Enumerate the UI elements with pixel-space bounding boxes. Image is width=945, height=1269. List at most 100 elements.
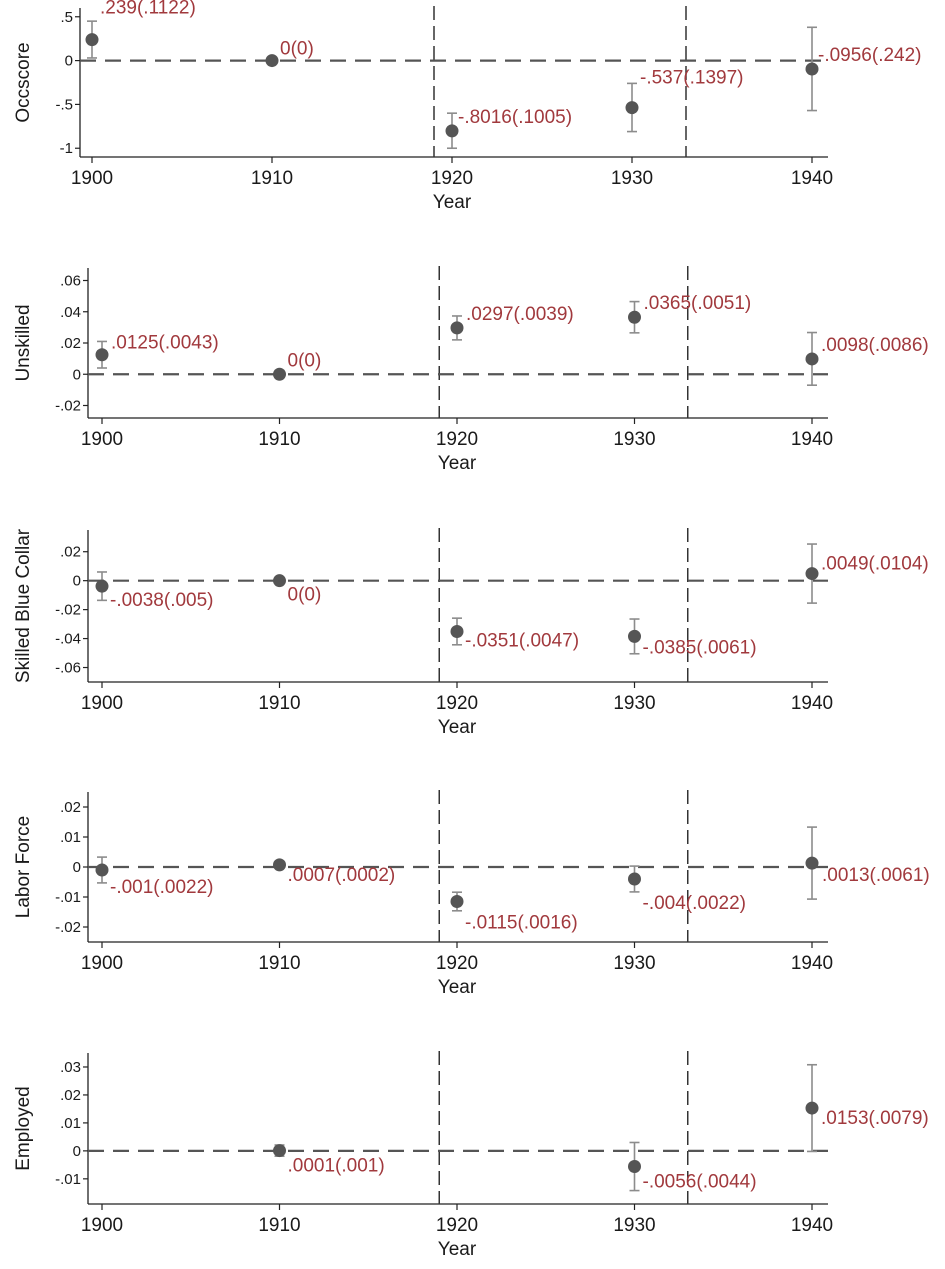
- y-tick-label: -.02: [55, 602, 81, 619]
- y-tick-label: .04: [60, 304, 81, 321]
- y-tick-label: .02: [60, 1087, 81, 1104]
- data-label: 0(0): [280, 39, 314, 60]
- data-point: [450, 624, 464, 638]
- data-point: [273, 1144, 286, 1158]
- x-tick-label: 1920: [431, 168, 473, 189]
- y-tick-label: .03: [60, 1059, 81, 1076]
- data-point: [625, 101, 639, 115]
- x-tick-label: 1910: [258, 953, 300, 974]
- x-tick-label: 1940: [791, 168, 833, 189]
- y-axis-title: Skilled Blue Collar: [13, 528, 34, 683]
- x-axis-title: Year: [438, 977, 477, 998]
- y-axis-title: Occscore: [13, 42, 34, 122]
- y-tick-label: -.04: [55, 631, 81, 648]
- x-axis-title: Year: [438, 453, 477, 474]
- data-label: -.0351(.0047): [465, 630, 579, 651]
- x-tick-label: 1900: [81, 953, 123, 974]
- x-axis-title: Year: [433, 192, 472, 213]
- data-label: -.0056(.0044): [643, 1172, 757, 1193]
- data-label: .0001(.001): [288, 1156, 385, 1177]
- data-point: [265, 54, 279, 68]
- y-tick-label: -.01: [55, 889, 81, 906]
- data-label: -.004(.0022): [643, 893, 747, 914]
- data-label: -.0115(.0016): [465, 913, 578, 934]
- y-tick-label: .02: [60, 799, 81, 816]
- data-point: [95, 863, 109, 877]
- data-point: [805, 1101, 819, 1115]
- x-tick-label: 1900: [81, 1215, 123, 1236]
- y-tick-label: -1: [60, 140, 73, 157]
- x-tick-label: 1920: [436, 429, 478, 450]
- x-tick-label: 1930: [613, 953, 655, 974]
- data-point: [95, 348, 109, 362]
- data-point: [628, 1160, 641, 1174]
- x-tick-label: 1930: [613, 1215, 655, 1236]
- y-tick-label: -.5: [55, 96, 73, 113]
- y-axis-title: Labor Force: [13, 816, 34, 918]
- data-point: [450, 895, 464, 908]
- y-tick-label: 0: [65, 53, 73, 70]
- data-point: [273, 574, 286, 588]
- data-point: [628, 872, 641, 886]
- y-tick-label: -.01: [55, 1171, 81, 1188]
- data-label: 0(0): [288, 585, 322, 606]
- y-axis-title: Unskilled: [13, 304, 34, 381]
- data-point: [95, 579, 109, 593]
- x-tick-label: 1900: [71, 168, 113, 189]
- data-label: .0013(.0061): [822, 865, 930, 886]
- y-tick-label: .01: [60, 829, 81, 846]
- data-label: .0049(.0104): [821, 554, 929, 575]
- x-tick-label: 1940: [791, 1215, 833, 1236]
- x-tick-label: 1900: [81, 429, 123, 450]
- data-label: .0125(.0043): [111, 333, 219, 354]
- x-axis-title: Year: [438, 717, 477, 738]
- y-tick-label: -.02: [55, 919, 81, 936]
- y-tick-label: .02: [60, 335, 81, 352]
- data-point: [628, 629, 641, 643]
- data-label: -.0385(.0061): [643, 637, 757, 658]
- x-tick-label: 1920: [436, 1215, 478, 1236]
- data-label: .0007(.0002): [288, 865, 396, 886]
- data-point: [805, 856, 819, 870]
- x-axis-title: Year: [438, 1239, 477, 1260]
- x-tick-label: 1940: [791, 429, 833, 450]
- y-tick-label: 0: [73, 859, 81, 876]
- data-label: -.0038(.005): [110, 590, 214, 611]
- data-point: [450, 321, 464, 335]
- y-tick-label: 0: [73, 1143, 81, 1160]
- x-tick-label: 1930: [613, 693, 655, 714]
- data-label: -.001(.0022): [110, 877, 214, 898]
- x-tick-label: 1910: [258, 429, 300, 450]
- x-tick-label: 1930: [613, 429, 655, 450]
- data-label: -.0956(.242): [818, 45, 922, 66]
- data-label: -.537(.1397): [640, 68, 744, 89]
- x-tick-label: 1900: [81, 693, 123, 714]
- data-label: .239(.1122): [100, 0, 196, 19]
- y-tick-label: -.06: [55, 660, 81, 677]
- data-label: .0098(.0086): [821, 335, 929, 356]
- data-label: -.8016(.1005): [458, 107, 572, 128]
- data-point: [273, 858, 286, 872]
- y-tick-label: 0: [73, 573, 81, 590]
- data-point: [805, 62, 819, 76]
- data-label: .0365(.0051): [644, 293, 752, 314]
- x-tick-label: 1920: [436, 693, 478, 714]
- y-tick-label: 0: [73, 366, 81, 383]
- data-point: [85, 33, 99, 47]
- y-tick-label: -.02: [55, 398, 81, 415]
- data-point: [628, 310, 641, 324]
- x-tick-label: 1920: [436, 953, 478, 974]
- data-label: 0(0): [288, 350, 322, 371]
- y-tick-label: .02: [60, 544, 81, 561]
- data-label: .0153(.0079): [821, 1108, 929, 1129]
- data-point: [805, 352, 819, 366]
- x-tick-label: 1910: [258, 693, 300, 714]
- x-tick-label: 1940: [791, 693, 833, 714]
- data-label: .0297(.0039): [466, 304, 574, 325]
- y-tick-label: .5: [60, 9, 73, 26]
- x-tick-label: 1910: [258, 1215, 300, 1236]
- y-axis-title: Employed: [13, 1086, 34, 1171]
- x-tick-label: 1910: [251, 168, 293, 189]
